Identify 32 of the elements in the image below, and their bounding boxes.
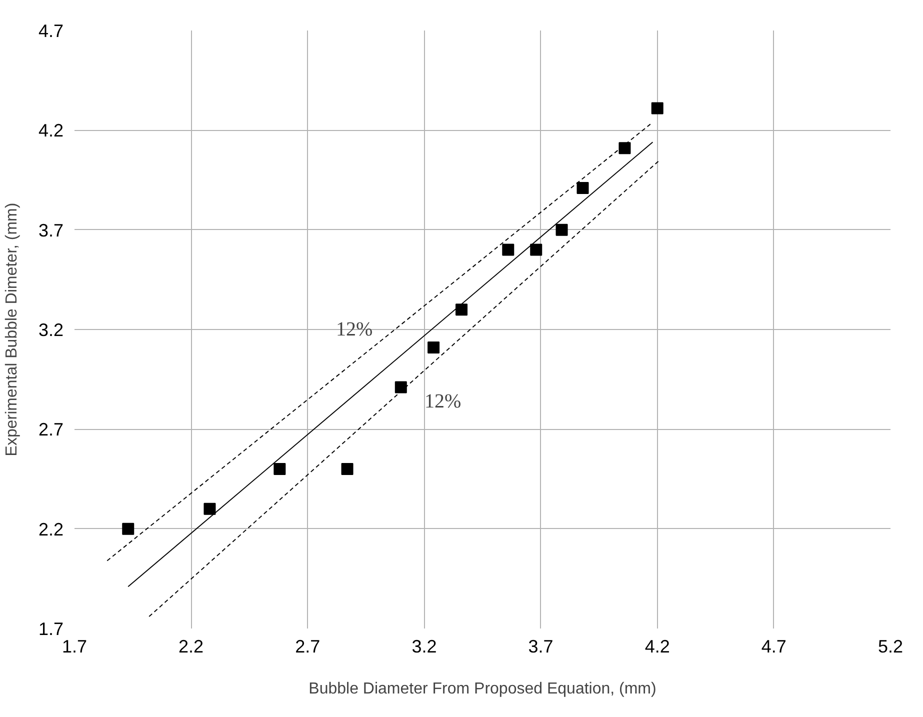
point (122, 522, 134, 535)
y-tick-label: 4.7 (38, 21, 64, 41)
x-tick-label: 1.7 (62, 636, 88, 656)
y-tick-label: 3.7 (38, 220, 64, 240)
annotation: 12% (424, 390, 462, 412)
annotation: 12% (336, 318, 373, 340)
point (456, 304, 468, 316)
point (502, 244, 514, 256)
y-tick-label: 2.7 (38, 420, 64, 440)
y-tick-label: 3.2 (38, 320, 64, 340)
x-tick-label: 4.7 (761, 636, 786, 656)
y-tick-label: 1.7 (38, 619, 64, 639)
point (618, 142, 631, 154)
point (394, 381, 407, 394)
point (556, 224, 568, 236)
x-axis-title: Bubble Diameter From Proposed Equation, (mm) (308, 680, 656, 698)
point (428, 341, 440, 354)
point (274, 463, 286, 476)
x-tick-label: 5.2 (878, 636, 904, 656)
point (576, 182, 589, 194)
y-tick-label: 4.2 (38, 120, 64, 141)
x-tick-label: 3.2 (412, 636, 437, 656)
x-tick-label: 3.7 (528, 636, 554, 656)
point (651, 102, 664, 114)
point (341, 463, 354, 476)
x-tick-label: 4.2 (644, 636, 670, 656)
x-tick-label: 2.7 (295, 636, 320, 656)
y-axis-title: Experimental Bubble Dimeter, (mm) (3, 202, 20, 456)
x-tick-label: 2.2 (178, 636, 204, 656)
point (204, 502, 216, 515)
point (530, 244, 542, 256)
y-tick-label: 2.2 (38, 519, 64, 540)
